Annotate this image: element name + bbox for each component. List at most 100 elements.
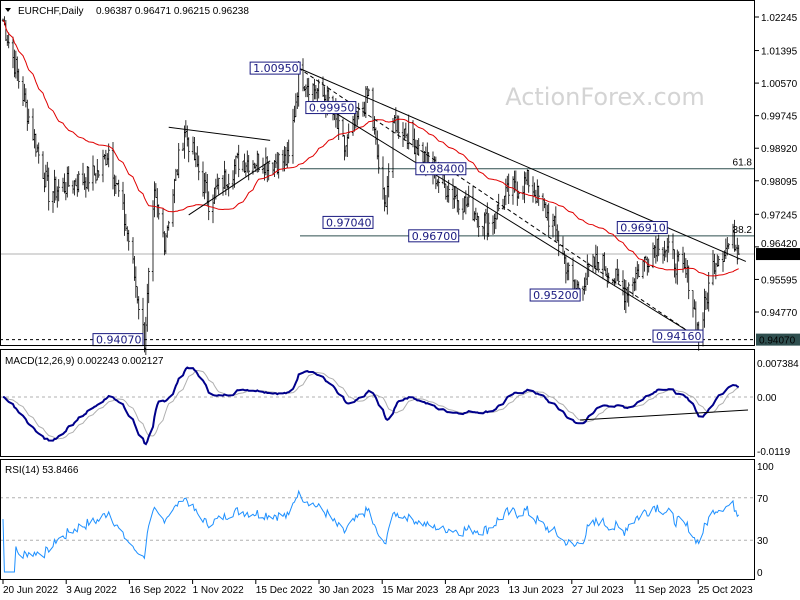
price-bar	[7, 32, 10, 49]
price-bar	[667, 234, 670, 253]
price-annotation-label: 0.95200	[533, 289, 579, 302]
price-bar	[77, 171, 80, 193]
price-bar	[396, 115, 399, 134]
price-bar	[376, 130, 379, 160]
triangle-down-icon[interactable]	[5, 8, 11, 12]
price-bar	[127, 229, 130, 251]
price-marker-label: 0.96238	[759, 250, 796, 261]
price-annotation-box	[616, 221, 668, 235]
price-bar	[234, 155, 238, 175]
price-annotation-box	[249, 61, 301, 75]
price-bar	[274, 153, 278, 168]
price-bar	[467, 185, 470, 207]
price-bar	[656, 238, 659, 262]
price-bar	[736, 237, 739, 265]
price-bar	[371, 87, 375, 131]
price-bar	[51, 191, 55, 213]
price-bar	[294, 93, 298, 118]
price-bar	[566, 262, 569, 281]
price-bar	[707, 271, 710, 312]
price-bar	[571, 257, 575, 290]
price-bar	[157, 204, 160, 220]
price-bar	[277, 152, 280, 179]
price-annotation-label: 1.00950	[253, 62, 299, 75]
price-bar	[694, 301, 698, 332]
price-bar	[57, 179, 60, 202]
price-bar	[131, 237, 135, 264]
price-bar	[721, 252, 725, 272]
price-bar	[321, 76, 325, 97]
price-bar	[64, 181, 68, 201]
price-bar	[187, 137, 190, 163]
price-bar	[476, 212, 479, 228]
price-bar	[63, 173, 66, 194]
price-bar	[466, 196, 469, 208]
price-bar	[137, 296, 140, 320]
price-bar	[601, 253, 605, 280]
price-bar	[714, 262, 718, 280]
price-bar	[104, 149, 108, 166]
price-bar	[296, 92, 299, 110]
price-bar	[117, 179, 120, 197]
price-bar	[377, 144, 380, 174]
price-bar	[737, 244, 740, 255]
price-bar	[563, 250, 566, 264]
price-bar	[146, 283, 149, 332]
price-bar	[236, 152, 239, 159]
price-bar	[384, 194, 388, 208]
price-bar	[706, 292, 709, 310]
price-bar	[343, 135, 346, 161]
price-bar	[406, 133, 409, 150]
price-bar	[564, 254, 568, 284]
price-bar	[503, 195, 506, 210]
price-bar	[257, 153, 260, 173]
price-bar	[407, 114, 410, 150]
price-bar	[567, 262, 570, 281]
price-bar	[381, 156, 385, 200]
price-bar	[401, 122, 405, 148]
price-bar	[123, 193, 126, 236]
price-bar	[167, 220, 170, 231]
price-annotation-box	[529, 288, 581, 302]
price-bar	[56, 186, 59, 208]
price-bar	[241, 160, 245, 172]
price-bar	[647, 258, 650, 273]
price-bar	[453, 186, 456, 209]
price-bar	[641, 259, 645, 279]
price-bar	[634, 266, 638, 291]
fib-level-label: 38.2	[733, 225, 753, 236]
price-bar	[463, 196, 466, 213]
rsi-tick-label: 30	[757, 536, 769, 547]
price-bar	[541, 193, 545, 212]
price-bar	[237, 144, 240, 178]
time-tick-label: 1 Nov 2022	[193, 585, 245, 596]
fib-level-label: 61.8	[733, 158, 753, 169]
price-annotation-label: 0.97040	[326, 216, 372, 229]
price-bar	[557, 230, 560, 257]
price-bar	[366, 86, 369, 104]
price-bar	[154, 183, 158, 198]
price-marker-label: 0.94070	[759, 336, 796, 347]
price-bar	[487, 213, 490, 237]
price-bar	[581, 285, 585, 301]
price-bar	[657, 234, 660, 257]
price-bar	[314, 84, 318, 100]
price-bar	[213, 187, 216, 204]
price-bar	[596, 246, 599, 270]
price-bar	[344, 145, 348, 157]
price-bar	[711, 249, 715, 286]
price-bar	[523, 171, 526, 204]
price-bar	[404, 122, 408, 139]
price-tick-label: 0.95595	[761, 275, 798, 286]
price-bar	[414, 139, 418, 164]
price-bar	[516, 181, 519, 206]
price-bar	[367, 88, 370, 97]
price-annotation-label: 0.94070	[96, 334, 142, 347]
price-annotation-box	[322, 215, 374, 229]
price-bar	[101, 149, 105, 183]
time-tick-label: 16 Sep 2022	[129, 585, 186, 596]
price-tick-label: 0.98920	[761, 144, 798, 155]
price-bar	[304, 84, 308, 98]
price-bar	[497, 193, 500, 212]
